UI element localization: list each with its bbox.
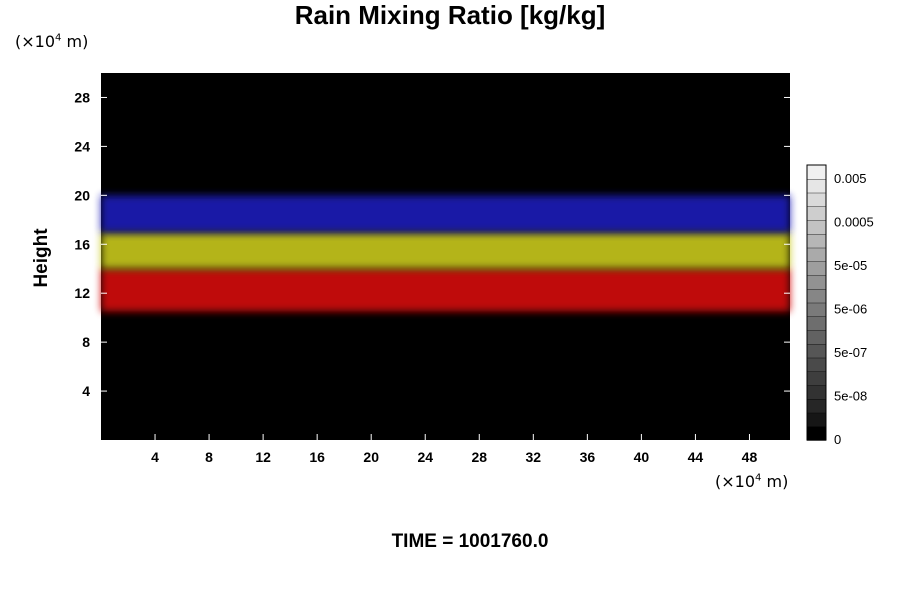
colorbar-swatch — [806, 288, 827, 304]
colorbar-label: 0.005 — [834, 171, 867, 186]
x-tick-label: 16 — [309, 449, 325, 465]
colorbar-swatch — [806, 371, 827, 386]
colorbar-label: 5e-06 — [834, 302, 867, 317]
x-tick-label: 12 — [255, 449, 271, 465]
y-tick-label: 12 — [74, 285, 90, 301]
colorbar-swatch — [806, 164, 827, 180]
colorbar-swatch — [806, 412, 827, 427]
x-unit-prefix: (×10 — [715, 472, 756, 491]
y-tick-label: 24 — [74, 138, 90, 154]
x-tick-label: 40 — [634, 449, 650, 465]
cloud-layer-2 — [101, 232, 790, 269]
x-axis-unit: (×104 m) — [715, 472, 788, 491]
cloud-layers — [101, 195, 790, 312]
x-tick-label: 32 — [526, 449, 542, 465]
colorbar-swatch — [806, 343, 827, 359]
chart-title: Rain Mixing Ratio [kg/kg] — [294, 0, 606, 30]
colorbar-label: 5e-08 — [834, 389, 867, 404]
x-tick-label: 20 — [363, 449, 379, 465]
colorbar-label: 5e-07 — [834, 345, 867, 360]
y-tick-label: 8 — [82, 334, 90, 350]
colorbar-swatch — [806, 219, 827, 235]
colorbar-swatch — [806, 261, 827, 276]
x-unit-suffix: m) — [761, 472, 789, 491]
colorbar-swatch — [806, 206, 827, 221]
colorbar-swatch — [806, 384, 827, 400]
y-unit-prefix: (×10 — [15, 32, 56, 51]
colorbar-label: 0.0005 — [834, 215, 874, 230]
colorbar-swatch — [806, 247, 827, 262]
x-tick-label: 48 — [742, 449, 758, 465]
colorbar-swatch — [806, 316, 827, 331]
x-ticks: 4 8 12 16 20 24 28 32 36 40 44 48 — [151, 434, 757, 465]
y-unit-exponent: 4 — [55, 32, 62, 44]
time-label: TIME = 1001760.0 — [391, 531, 549, 552]
colorbar: 0.005 0.0005 5e-05 5e-06 5e-07 5e-08 0 — [806, 164, 874, 447]
y-axis-unit: (×104 m) — [15, 32, 88, 51]
y-tick-label: 28 — [74, 89, 90, 105]
colorbar-label: 5e-05 — [834, 258, 867, 273]
colorbar-frame — [806, 164, 827, 441]
colorbar-swatch — [806, 178, 827, 194]
colorbar-swatch — [806, 192, 827, 207]
x-tick-label: 4 — [151, 449, 159, 465]
colorbar-swatch — [806, 398, 827, 414]
colorbar-swatch — [806, 329, 827, 345]
y-tick-label: 16 — [74, 236, 90, 252]
cloud-layer-3 — [101, 195, 790, 233]
x-tick-label: 28 — [471, 449, 487, 465]
colorbar-label: 0 — [834, 432, 841, 447]
colorbar-swatch — [806, 357, 827, 372]
cloud-layer-1 — [101, 268, 790, 312]
y-tick-label: 20 — [74, 187, 90, 203]
x-unit-exponent: 4 — [755, 472, 762, 484]
y-tick-label: 4 — [82, 383, 90, 399]
colorbar-swatch — [806, 426, 827, 441]
colorbar-swatch — [806, 302, 827, 317]
y-unit-suffix: m) — [61, 32, 89, 51]
x-tick-label: 24 — [417, 449, 433, 465]
y-ticks: 4 8 12 16 20 24 28 — [74, 89, 790, 399]
x-tick-label: 44 — [688, 449, 704, 465]
colorbar-swatch — [806, 233, 827, 249]
x-tick-label: 36 — [580, 449, 596, 465]
x-tick-label: 8 — [205, 449, 213, 465]
colorbar-swatch — [806, 274, 827, 290]
